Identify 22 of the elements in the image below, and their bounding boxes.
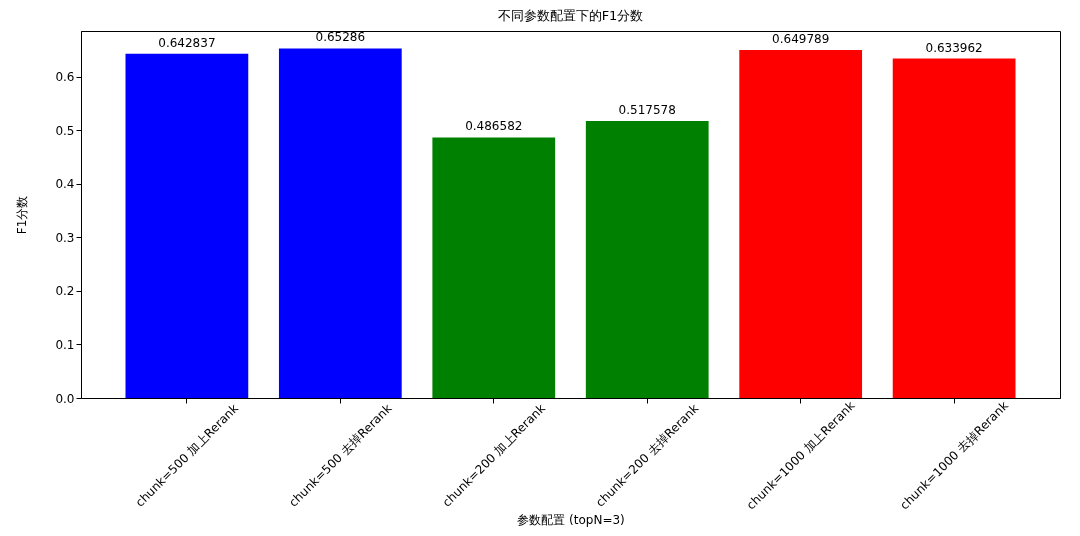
- y-tick-label: 0.0: [55, 391, 75, 406]
- y-tick-label: 0.2: [55, 284, 75, 299]
- y-axis-title: F1分数: [15, 195, 30, 235]
- chart-title: 不同参数配置下的F1分数: [497, 8, 644, 23]
- data-label: 0.486582: [465, 119, 523, 134]
- bar: [739, 50, 863, 398]
- data-label: 0.649789: [772, 32, 830, 47]
- y-tick-label: 0.5: [55, 123, 75, 138]
- bar: [278, 48, 402, 398]
- bar: [432, 137, 556, 398]
- data-label: 0.65286: [315, 30, 366, 45]
- y-tick-label: 0.3: [55, 230, 75, 245]
- bar: [892, 58, 1016, 398]
- bar: [585, 120, 709, 398]
- y-tick-label: 0.6: [55, 70, 75, 85]
- bar: [125, 53, 249, 398]
- data-label: 0.633962: [925, 40, 983, 55]
- y-tick-label: 0.1: [55, 337, 75, 352]
- data-label: 0.642837: [158, 35, 216, 50]
- data-label: 0.517578: [618, 102, 676, 117]
- y-tick-label: 0.4: [55, 177, 75, 192]
- x-axis-title: 参数配置 (topN=3): [517, 512, 625, 527]
